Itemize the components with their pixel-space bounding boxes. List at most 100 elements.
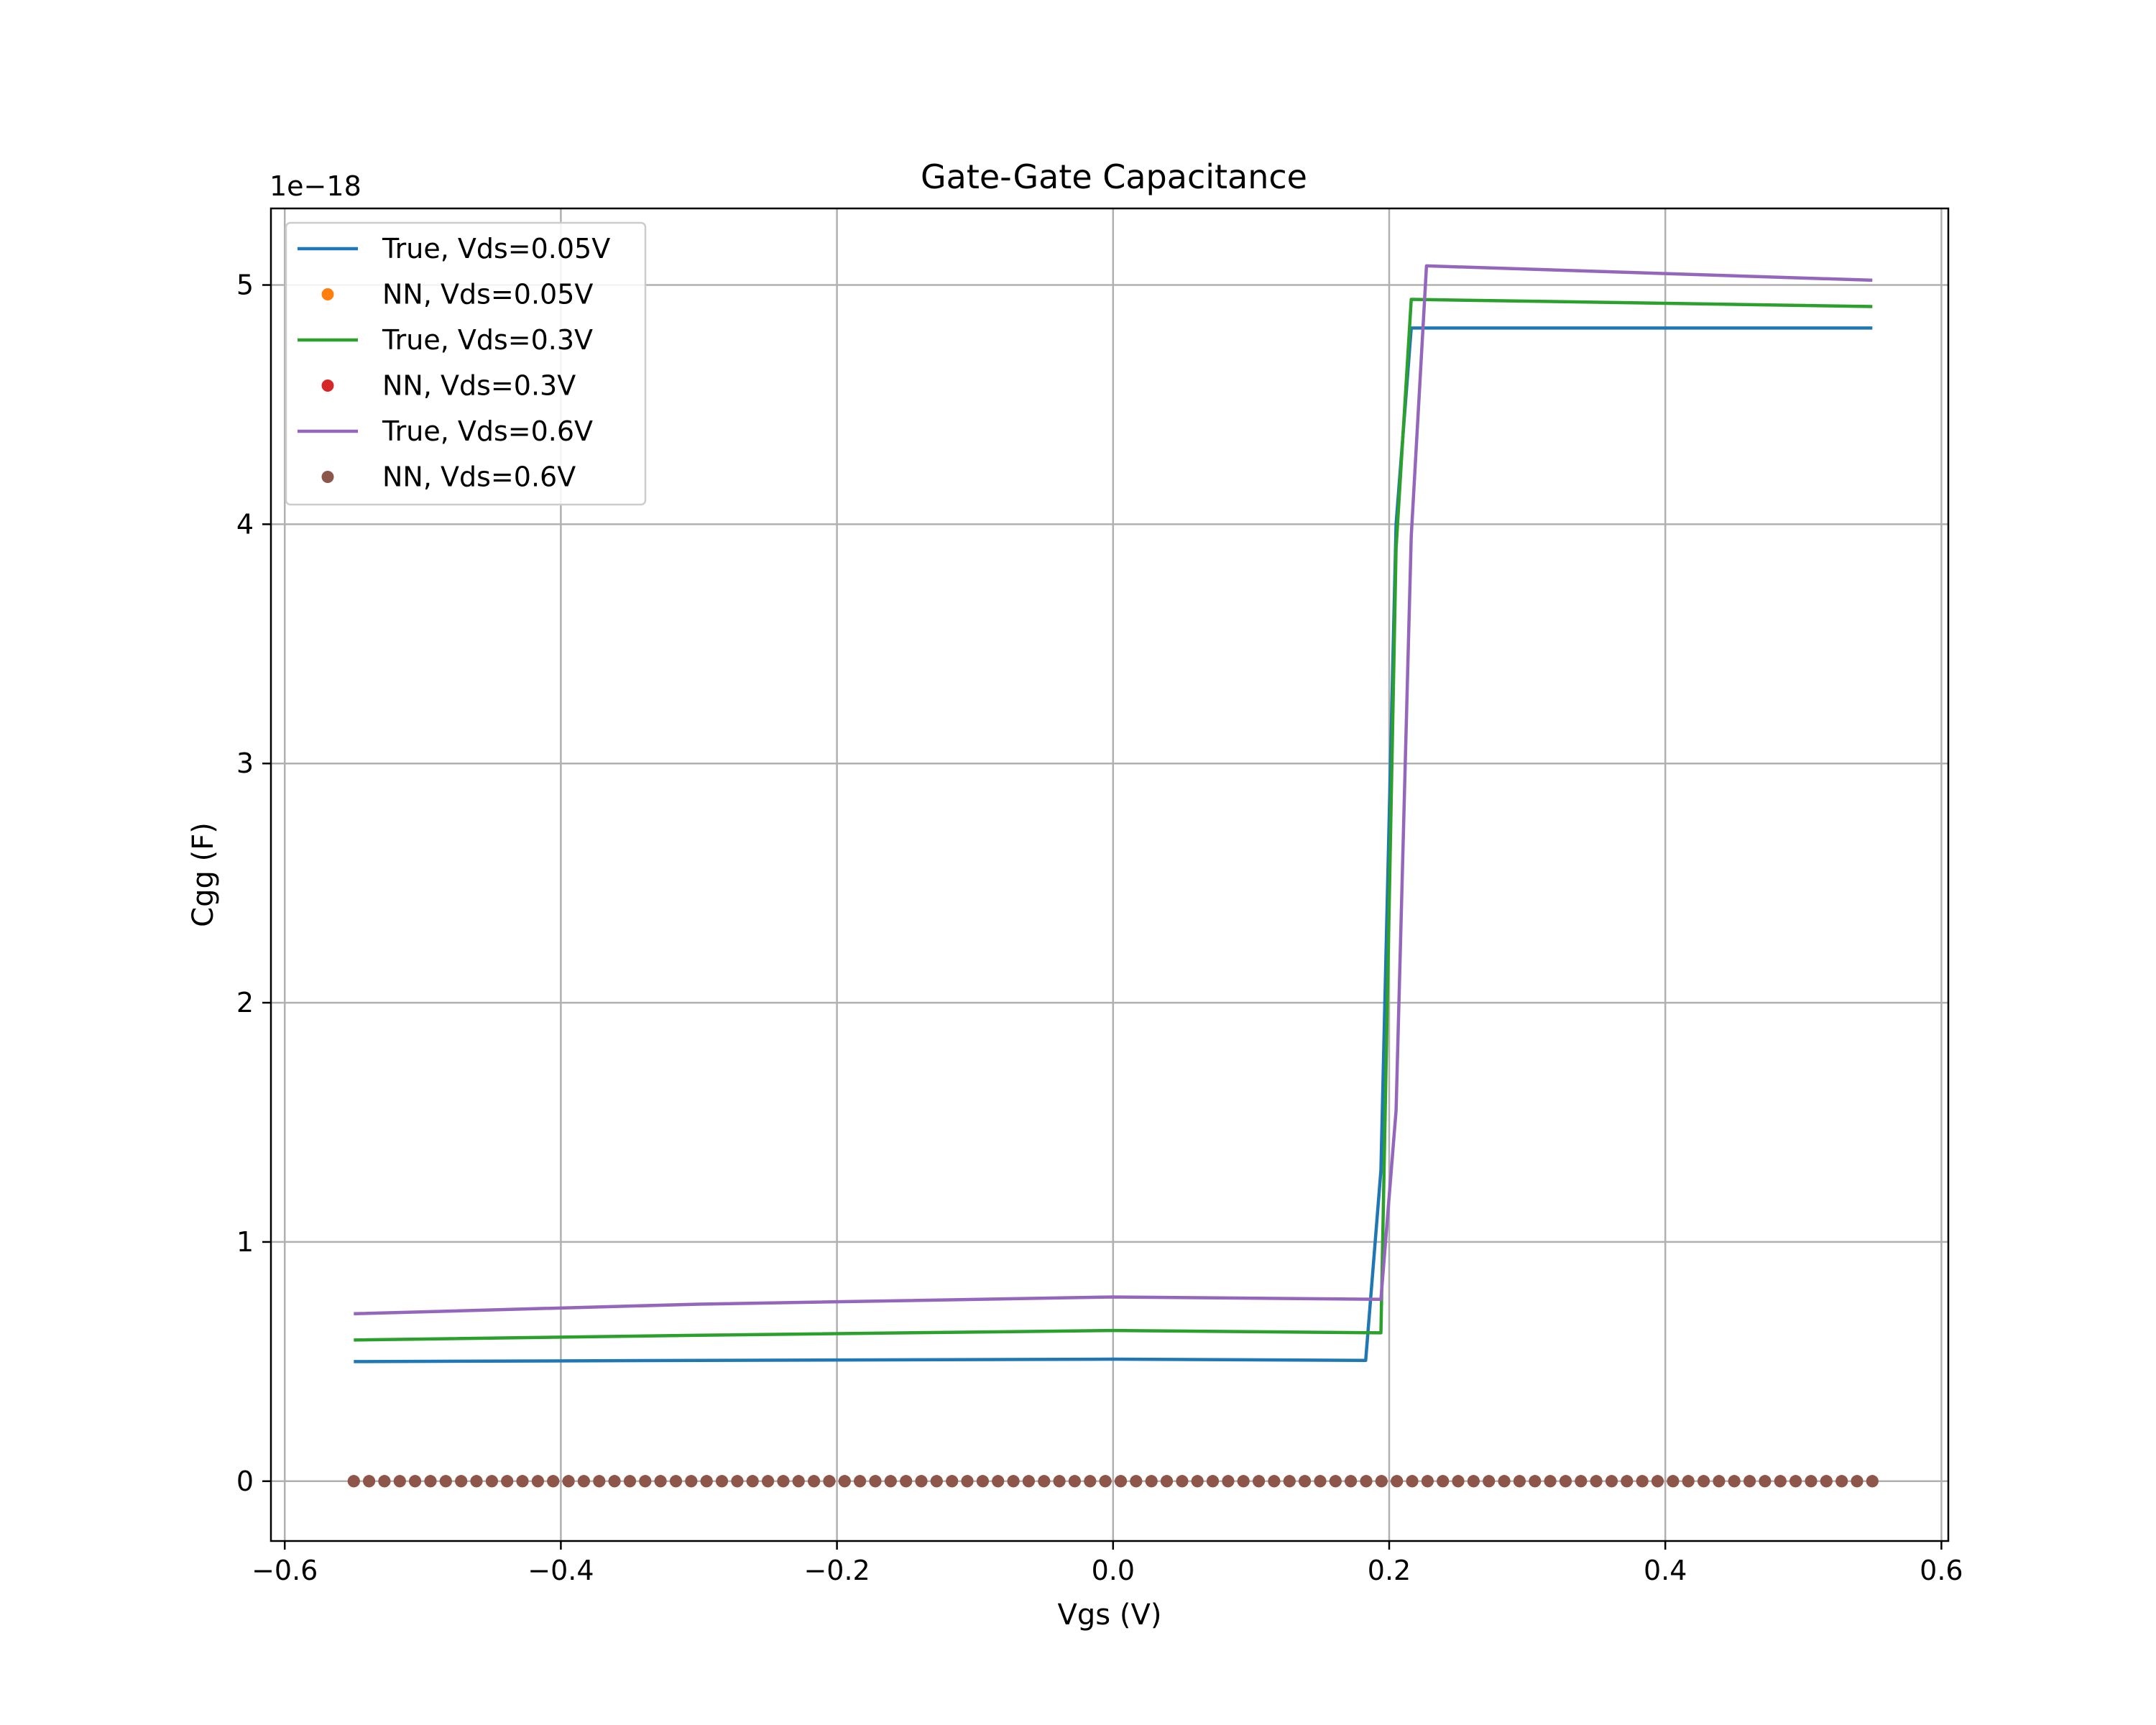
marker-point — [1360, 1475, 1373, 1488]
marker-point — [1575, 1475, 1588, 1488]
marker-point — [930, 1475, 943, 1488]
marker-point — [1268, 1475, 1281, 1488]
chart-title: Gate-Gate Capacitance — [921, 157, 1307, 196]
marker-point — [838, 1475, 851, 1488]
marker-point — [1636, 1475, 1649, 1488]
marker-point — [685, 1475, 698, 1488]
marker-point — [1253, 1475, 1266, 1488]
marker-point — [1651, 1475, 1664, 1488]
legend-label: NN, Vds=0.05V — [382, 279, 593, 310]
x-tick-label: 0.4 — [1644, 1555, 1687, 1586]
marker-point — [1375, 1475, 1388, 1488]
marker-point — [409, 1475, 422, 1488]
legend: True, Vds=0.05V NN, Vds=0.05V True, Vds=0.… — [285, 221, 647, 506]
marker-point — [485, 1475, 498, 1488]
legend-label: True, Vds=0.3V — [382, 324, 593, 356]
marker-point — [946, 1475, 959, 1488]
x-tick-label: 0.2 — [1368, 1555, 1411, 1586]
marker-point — [1237, 1475, 1250, 1488]
marker-point — [900, 1475, 913, 1488]
marker-point — [1713, 1475, 1726, 1488]
marker-point — [1053, 1475, 1066, 1488]
marker-point — [1115, 1475, 1127, 1488]
marker-point — [1805, 1475, 1818, 1488]
marker-point — [884, 1475, 897, 1488]
marker-point — [1835, 1475, 1848, 1488]
marker-point — [700, 1475, 713, 1488]
marker-point — [608, 1475, 621, 1488]
y-axis-label: Cgg (F) — [187, 822, 220, 927]
marker-point — [424, 1475, 437, 1488]
legend-label: NN, Vds=0.3V — [382, 370, 576, 402]
marker-point — [1544, 1475, 1557, 1488]
marker-point — [792, 1475, 805, 1488]
marker-point — [1329, 1475, 1342, 1488]
marker-point — [562, 1475, 575, 1488]
marker-point — [1851, 1475, 1864, 1488]
marker-point — [1176, 1475, 1189, 1488]
legend-swatch-marker — [321, 471, 334, 483]
marker-point — [1590, 1475, 1603, 1488]
marker-point — [470, 1475, 483, 1488]
marker-point — [1207, 1475, 1219, 1488]
marker-point — [869, 1475, 882, 1488]
x-tick-label: −0.6 — [252, 1555, 318, 1586]
marker-point — [762, 1475, 775, 1488]
marker-point — [1007, 1475, 1020, 1488]
marker-point — [1068, 1475, 1081, 1488]
marker-point — [777, 1475, 790, 1488]
series-markers-5 — [347, 1475, 1879, 1488]
marker-point — [1728, 1475, 1741, 1488]
marker-point — [654, 1475, 667, 1488]
marker-point — [1022, 1475, 1035, 1488]
legend-label: True, Vds=0.05V — [382, 233, 610, 264]
marker-point — [1084, 1475, 1097, 1488]
legend-label: True, Vds=0.6V — [382, 415, 593, 447]
x-tick-label: −0.2 — [803, 1555, 870, 1586]
marker-point — [516, 1475, 529, 1488]
marker-point — [731, 1475, 744, 1488]
marker-point — [992, 1475, 1005, 1488]
marker-point — [854, 1475, 867, 1488]
x-tick-label: 0.0 — [1092, 1555, 1135, 1586]
marker-point — [1345, 1475, 1358, 1488]
y-tick-label: 3 — [236, 748, 254, 779]
marker-point — [1421, 1475, 1434, 1488]
marker-point — [1437, 1475, 1450, 1488]
marker-point — [1789, 1475, 1802, 1488]
marker-point — [1161, 1475, 1173, 1488]
marker-point — [1038, 1475, 1051, 1488]
marker-point — [1606, 1475, 1618, 1488]
marker-point — [961, 1475, 974, 1488]
marker-point — [378, 1475, 391, 1488]
marker-point — [347, 1475, 360, 1488]
marker-point — [823, 1475, 836, 1488]
marker-point — [531, 1475, 544, 1488]
marker-point — [1820, 1475, 1833, 1488]
legend-swatch-marker — [321, 288, 334, 300]
marker-point — [577, 1475, 590, 1488]
series-line-4 — [354, 264, 1873, 1316]
marker-point — [716, 1475, 728, 1488]
marker-point — [1743, 1475, 1756, 1488]
marker-point — [808, 1475, 821, 1488]
marker-point — [1667, 1475, 1680, 1488]
marker-point — [624, 1475, 636, 1488]
marker-point — [1621, 1475, 1634, 1488]
marker-point — [1099, 1475, 1112, 1488]
marker-point — [976, 1475, 989, 1488]
legend-swatch-marker — [321, 380, 334, 392]
y-tick-label: 4 — [236, 508, 254, 540]
marker-point — [1191, 1475, 1204, 1488]
marker-point — [1314, 1475, 1327, 1488]
marker-point — [1759, 1475, 1772, 1488]
axis-ticks: −0.6 −0.4 −0.2 0.0 0.2 0.4 0.6 0 1 2 3 4 5 — [236, 270, 1963, 1586]
marker-point — [670, 1475, 682, 1488]
marker-point — [1391, 1475, 1404, 1488]
marker-point — [363, 1475, 376, 1488]
y-tick-label: 1 — [236, 1226, 254, 1258]
marker-point — [1467, 1475, 1480, 1488]
axes-frame — [270, 207, 1950, 1542]
x-tick-label: 0.6 — [1920, 1555, 1963, 1586]
